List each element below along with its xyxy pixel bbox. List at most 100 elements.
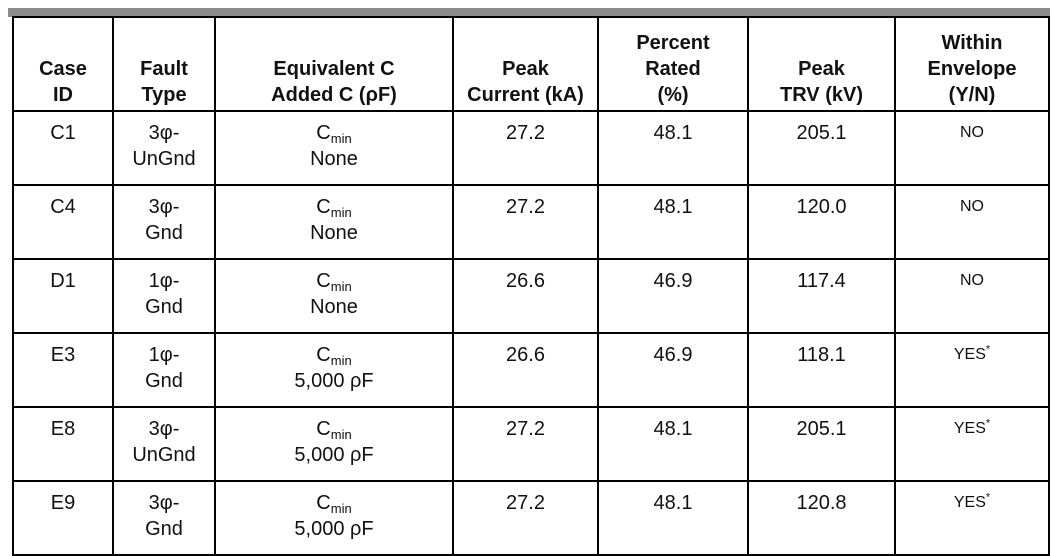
top-rule (8, 8, 1050, 17)
peak-current: 27.2 (506, 492, 545, 514)
case-id: E3 (50, 344, 76, 366)
cap-sub: min (330, 205, 352, 220)
header-cell: Percent Rated (%) (597, 16, 749, 112)
within-text: NO (960, 124, 984, 141)
percent-rated: 46.9 (653, 344, 693, 366)
header-line: ID (53, 84, 73, 106)
header-line: Rated (645, 58, 701, 80)
cap-added: None (310, 296, 358, 318)
cap-base: C (316, 418, 331, 440)
fault-type: 1φ- (148, 270, 180, 292)
peak-trv: 120.0 (796, 196, 847, 218)
cap-equivalent: Cmin (216, 120, 452, 146)
cap-added: 5,000 ρF (294, 518, 374, 540)
cap-equivalent: Cmin (216, 194, 452, 220)
fault-type: 3φ- (148, 122, 180, 144)
table-cell: Cmin None (214, 184, 454, 260)
peak-trv: 118.1 (797, 344, 846, 366)
percent-rated: 46.9 (653, 270, 693, 292)
case-id: D1 (50, 270, 76, 292)
table-cell: Cmin None (214, 258, 454, 334)
within: YES* (896, 416, 1048, 442)
fault-type: 3φ- (148, 196, 180, 218)
within-text: NO (960, 272, 984, 289)
table-cell: E9 (12, 480, 114, 556)
table-cell: 1φ- Gnd (112, 332, 216, 408)
table-cell: 117.4 (747, 258, 896, 334)
cap-added: 5,000 ρF (294, 370, 374, 392)
header-line: Fault (140, 58, 188, 80)
peak-trv: 117.4 (797, 270, 846, 292)
table-cell: 3φ- Gnd (112, 480, 216, 556)
header-line: Type (141, 84, 187, 106)
table-cell: D1 (12, 258, 114, 334)
table-cell: 27.2 (452, 110, 599, 186)
table-row: C1 3φ- UnGnd Cmin None 27.2 48.1 205.1 NO (12, 110, 1050, 186)
within-text: YES (953, 420, 986, 437)
peak-trv: 120.8 (796, 492, 847, 514)
percent-rated: 48.1 (653, 418, 693, 440)
table-row: E9 3φ- Gnd Cmin 5,000 ρF 27.2 48.1 120.8 YES* (12, 480, 1050, 556)
header-line: (%) (657, 84, 689, 106)
table-cell: 27.2 (452, 480, 599, 556)
cap-sub: min (330, 427, 352, 442)
within: NO (896, 268, 1048, 294)
case-id: C4 (50, 196, 76, 218)
fault-type: UnGnd (132, 148, 196, 170)
header-line: Added C (ρF) (271, 84, 397, 106)
within: YES* (896, 490, 1048, 516)
page: Case ID Fault Type Equivalent C Added C (ρF) P… (8, 8, 1050, 556)
fault-type: Gnd (145, 296, 183, 318)
peak-current: 27.2 (506, 418, 545, 440)
table-row: E8 3φ- UnGnd Cmin 5,000 ρF 27.2 48.1 205.1 YES* (12, 406, 1050, 482)
header-line: Case (39, 58, 87, 80)
cap-added: None (310, 148, 358, 170)
fault-type: 3φ- (148, 492, 180, 514)
table-cell: 118.1 (747, 332, 896, 408)
fault-type: 1φ- (148, 344, 180, 366)
table-cell: 48.1 (597, 406, 749, 482)
cap-added: 5,000 ρF (294, 444, 374, 466)
table-cell: 48.1 (597, 110, 749, 186)
table-cell: 27.2 (452, 406, 599, 482)
table-cell: C1 (12, 110, 114, 186)
header-line: Within (941, 32, 1003, 54)
table-cell: E8 (12, 406, 114, 482)
cap-sub: min (330, 501, 352, 516)
table-cell: 48.1 (597, 184, 749, 260)
table-cell: 120.8 (747, 480, 896, 556)
cap-base: C (316, 122, 331, 144)
table-row: E3 1φ- Gnd Cmin 5,000 ρF 26.6 46.9 118.1 YES* (12, 332, 1050, 408)
header-cell: Peak Current (kA) (452, 16, 599, 112)
header-cell: Equivalent C Added C (ρF) (214, 16, 454, 112)
header-line: Percent (636, 32, 710, 54)
table-cell: 3φ- UnGnd (112, 406, 216, 482)
table-cell: Cmin None (214, 110, 454, 186)
header-line: Peak (798, 58, 845, 80)
footnote-mark: * (985, 491, 991, 504)
header-line: (Y/N) (948, 84, 996, 106)
table-cell: 46.9 (597, 332, 749, 408)
header-cell: Case ID (12, 16, 114, 112)
header-cell: Fault Type (112, 16, 216, 112)
cap-sub: min (330, 279, 352, 294)
cap-equivalent: Cmin (216, 490, 452, 516)
percent-rated: 48.1 (653, 492, 693, 514)
percent-rated: 48.1 (653, 196, 693, 218)
table-cell: 27.2 (452, 184, 599, 260)
header-row: Case ID Fault Type Equivalent C Added C (ρF) P… (12, 16, 1050, 112)
cap-base: C (316, 196, 331, 218)
fault-type: 3φ- (148, 418, 180, 440)
table-cell: Cmin 5,000 ρF (214, 480, 454, 556)
table-cell: 46.9 (597, 258, 749, 334)
case-id: E9 (50, 492, 76, 514)
within: NO (896, 120, 1048, 146)
table-cell: Cmin 5,000 ρF (214, 406, 454, 482)
table-cell: Cmin 5,000 ρF (214, 332, 454, 408)
header-line: Peak (502, 58, 549, 80)
peak-current: 26.6 (506, 270, 545, 292)
footnote-mark: * (985, 417, 991, 430)
table-cell: E3 (12, 332, 114, 408)
table-cell: YES* (894, 480, 1050, 556)
cap-equivalent: Cmin (216, 268, 452, 294)
